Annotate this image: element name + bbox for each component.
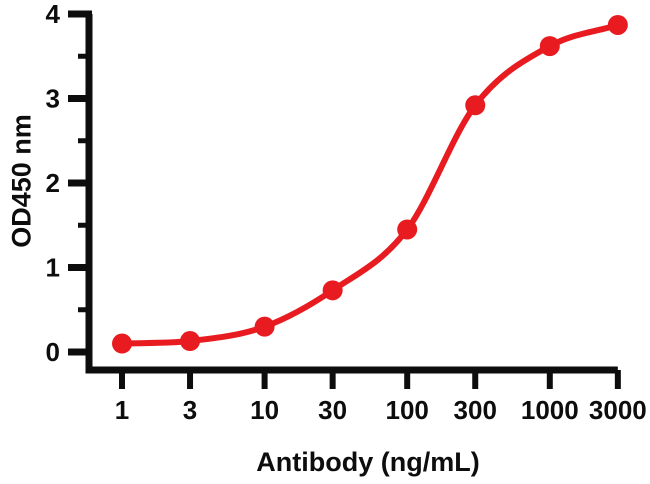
y-axis-tick-label: 3 — [46, 84, 60, 114]
x-axis-tick-label: 1000 — [521, 395, 579, 425]
data-point-marker — [465, 95, 486, 116]
fit-curve — [119, 21, 621, 347]
x-axis-tick-label: 3000 — [589, 395, 647, 425]
y-axis-tick-label: 1 — [46, 253, 60, 283]
x-axis-tick-label: 3 — [183, 395, 197, 425]
data-point-marker — [607, 14, 628, 35]
x-axis-title: Antibody (ng/mL) — [256, 447, 480, 477]
axes-spine — [85, 14, 618, 374]
y-axis-tick-label: 4 — [46, 0, 61, 29]
x-axis-tick-label: 100 — [386, 395, 429, 425]
y-axis-tick-label: 0 — [46, 337, 60, 367]
x-axis-tick-label: 1 — [115, 395, 129, 425]
data-point-marker — [254, 316, 275, 337]
y-axis-tick-label: 2 — [46, 168, 60, 198]
data-point-marker — [180, 331, 201, 352]
data-point-marker — [397, 219, 418, 240]
x-axis-tick-label: 30 — [318, 395, 347, 425]
data-point-marker — [539, 36, 560, 57]
data-point-marker — [112, 333, 132, 354]
data-point-marker — [322, 280, 343, 301]
x-axis-tick-label: 10 — [250, 395, 279, 425]
x-axis-tick-label: 300 — [454, 395, 497, 425]
y-axis-title: OD450 nm — [6, 114, 37, 248]
